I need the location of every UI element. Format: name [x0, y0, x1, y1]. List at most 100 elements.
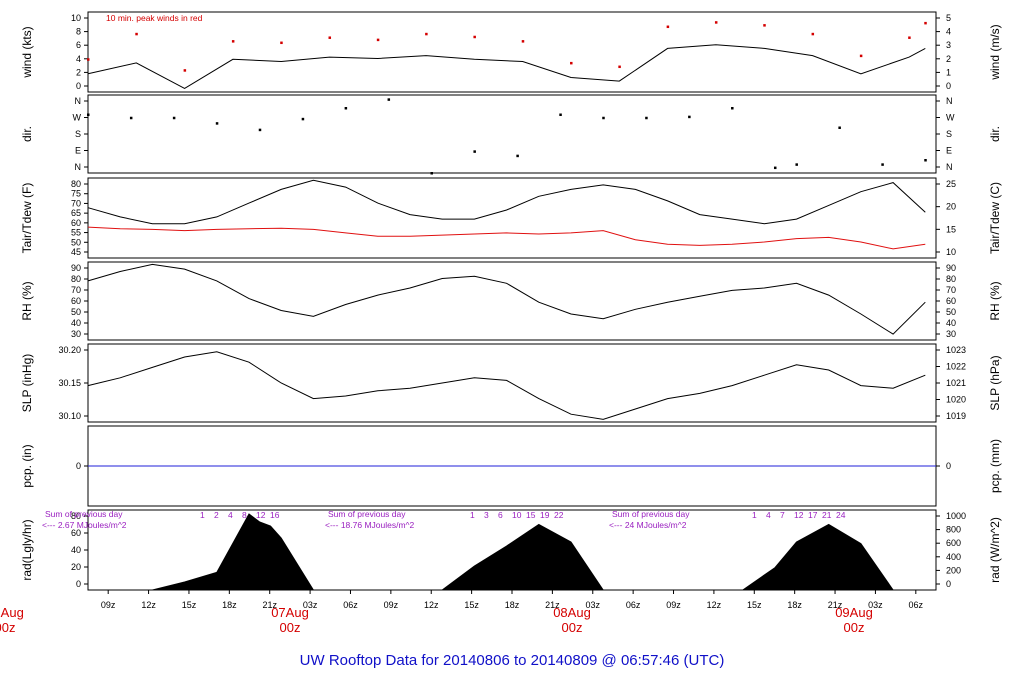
- y-tick-label-right: 60: [946, 296, 956, 306]
- y-tick-label-right: 1020: [946, 395, 966, 405]
- series-point: [280, 41, 283, 45]
- y-tick-label-right: 1022: [946, 362, 966, 372]
- y-tick-label-left: 20: [71, 562, 81, 572]
- y-tick-label-right: 4: [946, 27, 951, 37]
- x-tick-label: 12z: [424, 600, 439, 610]
- y-tick-label-right: 0: [946, 579, 951, 589]
- series-line: [87, 226, 926, 250]
- annotation-line1: Sum of previous day: [45, 509, 123, 519]
- y-axis-label-right: SLP (hPa): [988, 355, 1002, 410]
- series-point: [795, 163, 798, 166]
- series-area: [440, 523, 604, 591]
- day-label-time: 00z: [0, 620, 15, 635]
- chart-title: UW Rooftop Data for 20140806 to 20140809…: [300, 652, 725, 669]
- y-tick-label-right: 1000: [946, 511, 966, 521]
- series-point: [714, 21, 718, 24]
- y-tick-label-left: 60: [71, 218, 81, 228]
- x-tick-label: 21z: [828, 600, 843, 610]
- series-point: [387, 98, 391, 101]
- hour-label: 1: [200, 510, 205, 520]
- annotation-line2: <--- 18.76 MJoules/m^2: [325, 520, 415, 530]
- y-tick-label-left: 50: [71, 307, 81, 317]
- y-tick-label-right: 200: [946, 565, 961, 575]
- x-tick-label: 21z: [262, 600, 277, 610]
- y-tick-label-left: 60: [71, 528, 81, 538]
- y-tick-label-left: 65: [71, 208, 81, 218]
- x-tick-label: 21z: [545, 600, 560, 610]
- hour-label: 4: [766, 510, 771, 520]
- series-point: [618, 65, 621, 69]
- series-point: [908, 36, 911, 39]
- y-axis-label-right: wind (m/s): [988, 24, 1002, 80]
- series-line: [87, 263, 926, 335]
- series-point: [731, 107, 734, 110]
- y-tick-label-right: 400: [946, 552, 961, 562]
- y-tick-label-right: 1023: [946, 345, 966, 355]
- annotation-line1: Sum of previous day: [612, 509, 690, 519]
- x-tick-label: 09z: [384, 600, 399, 610]
- series-point: [301, 117, 305, 121]
- y-axis-label-left: dir.: [20, 126, 34, 142]
- y-axis-label-left: wind (kts): [20, 26, 34, 78]
- y-tick-label-left: 70: [71, 285, 81, 295]
- x-tick-label: 18z: [222, 600, 237, 610]
- y-axis-label-left: pcp. (in): [20, 444, 34, 487]
- y-tick-label-right: 15: [946, 224, 956, 234]
- series-point: [521, 40, 525, 43]
- y-tick-label-left: S: [75, 129, 81, 139]
- y-tick-label-left: 30.10: [58, 411, 81, 421]
- y-tick-label-right: 5: [946, 13, 951, 23]
- x-tick-label: 03z: [303, 600, 318, 610]
- series-point: [924, 21, 927, 25]
- y-tick-label-left: 45: [71, 247, 81, 257]
- y-tick-label-right: 30: [946, 329, 956, 339]
- series-point: [183, 69, 187, 72]
- series-area: [152, 513, 314, 591]
- y-tick-label-left: 80: [71, 179, 81, 189]
- y-tick-label-left: 75: [71, 189, 81, 199]
- hour-label: 8: [242, 510, 247, 520]
- day-label-time: 00z: [844, 620, 865, 635]
- y-tick-label-left: 80: [71, 274, 81, 284]
- y-tick-label-right: 800: [946, 525, 961, 535]
- y-tick-label-left: 40: [71, 545, 81, 555]
- series-area: [742, 523, 895, 591]
- series-point: [258, 128, 262, 132]
- hour-label: 17: [808, 510, 818, 520]
- series-point: [425, 32, 428, 36]
- hour-label: 10: [512, 510, 522, 520]
- y-tick-label-right: 1019: [946, 411, 966, 421]
- legend-text: 10 min. peak winds in red: [106, 13, 203, 23]
- x-tick-label: 15z: [747, 600, 762, 610]
- y-tick-label-left: 4: [76, 54, 81, 64]
- series-line: [87, 351, 926, 420]
- series-point: [172, 116, 176, 120]
- y-axis-label-right: pcp. (mm): [988, 439, 1002, 493]
- y-tick-label-left: W: [73, 113, 82, 123]
- x-tick-label: 03z: [586, 600, 601, 610]
- series-point: [376, 38, 380, 42]
- y-tick-label-left: 30.15: [58, 378, 81, 388]
- panel-7: rad(Lgly/hr) rad (W/m^2)02040608002004006…: [20, 509, 1002, 591]
- annotation-line2: <--- 2.67 MJoules/m^2: [42, 520, 127, 530]
- y-tick-label-left: 80: [71, 511, 81, 521]
- y-tick-label-left: 30.20: [58, 345, 81, 355]
- panel-frame: [87, 261, 937, 341]
- series-point: [645, 116, 648, 120]
- y-tick-label-right: 1021: [946, 378, 966, 388]
- y-axis-label-right: Tair/Tdew (C): [988, 182, 1002, 254]
- y-tick-label-left: 6: [76, 40, 81, 50]
- y-tick-label-right: 0: [946, 81, 951, 91]
- x-tick-label: 03z: [868, 600, 883, 610]
- series-point: [215, 122, 219, 125]
- y-tick-label-left: 0: [76, 579, 81, 589]
- x-tick-label: 06z: [909, 600, 924, 610]
- y-tick-label-left: 30: [71, 329, 81, 339]
- hour-label: 12: [794, 510, 804, 520]
- panel-frame: [87, 94, 937, 174]
- y-tick-label-right: 0: [946, 461, 951, 471]
- series-point: [135, 32, 138, 36]
- day-label-date: 08Aug: [553, 605, 591, 620]
